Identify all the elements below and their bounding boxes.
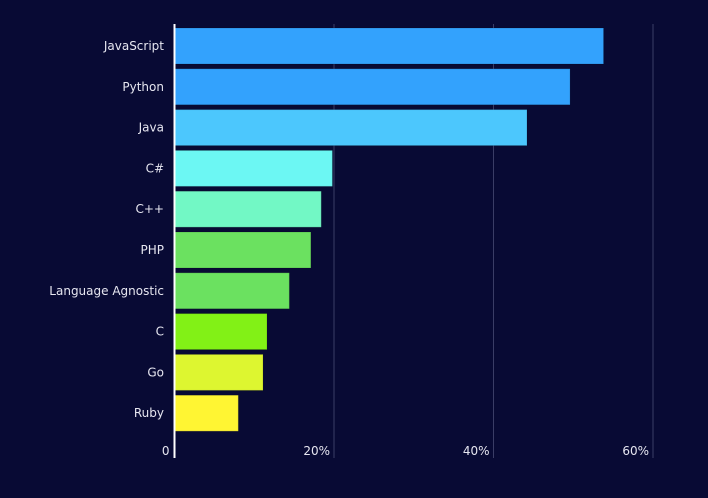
category-label: Language Agnostic [49, 284, 164, 298]
category-label: PHP [141, 243, 165, 257]
category-label: Ruby [134, 406, 164, 420]
x-tick-label: 40% [463, 444, 490, 458]
category-label: Python [122, 80, 164, 94]
x-tick-label: 0 [162, 444, 170, 458]
x-tick-labels: 0 20% 40% 60% [162, 444, 649, 458]
bars [174, 27, 605, 432]
category-label: Java [138, 121, 164, 135]
category-label: C# [146, 161, 164, 175]
category-label: Go [147, 365, 164, 379]
x-tick-label: 60% [622, 444, 649, 458]
category-label: C [156, 325, 164, 339]
bar-c [174, 313, 268, 351]
x-tick-label: 20% [303, 444, 330, 458]
bar-c- [174, 190, 322, 228]
bar-javascript [174, 27, 605, 65]
bar-ruby [174, 394, 239, 432]
bar-php [174, 231, 312, 269]
bar-language-agnostic [174, 272, 290, 310]
bar-c- [174, 149, 333, 187]
bar-python [174, 68, 571, 106]
category-label: JavaScript [103, 39, 164, 53]
category-labels: JavaScript Python Java C# C++ PHP Language Agn… [49, 39, 164, 420]
category-label: C++ [136, 202, 165, 216]
bar-java [174, 109, 528, 147]
bar-go [174, 353, 264, 391]
